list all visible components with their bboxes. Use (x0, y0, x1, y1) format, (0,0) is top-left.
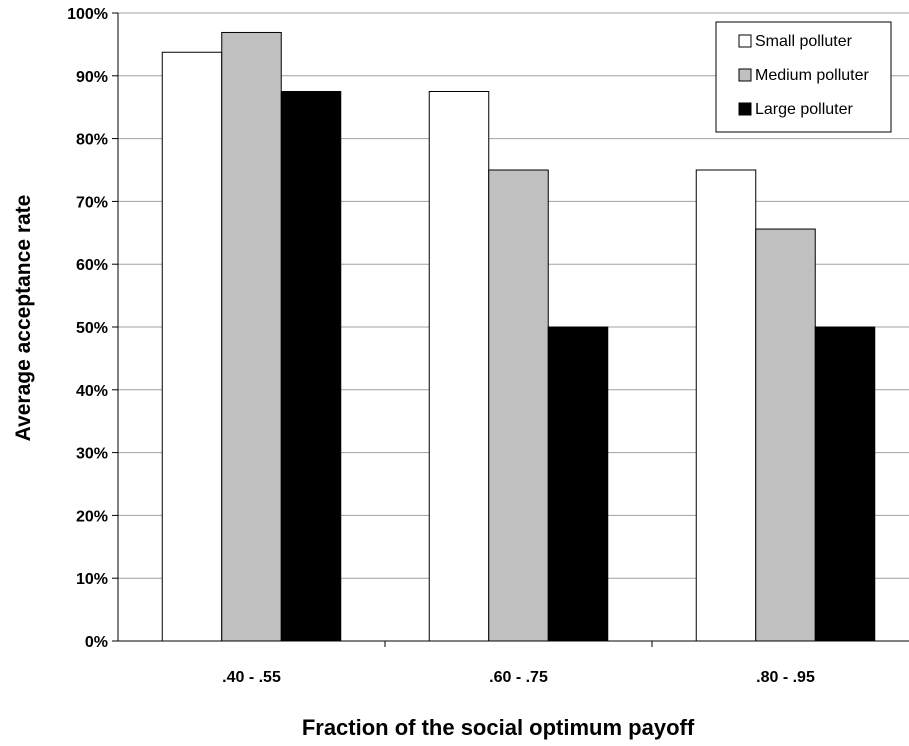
x-tick-label: .60 - .75 (489, 669, 548, 686)
legend-label: Medium polluter (755, 67, 870, 84)
bar-small-polluter (428, 91, 490, 642)
bar-large-polluter (814, 326, 876, 642)
y-tick-label: 60% (76, 257, 108, 274)
bar-medium-polluter (755, 228, 816, 642)
bar-medium-polluter (221, 31, 282, 642)
bar-small-polluter (695, 169, 757, 642)
y-tick-label: 50% (76, 320, 108, 337)
x-tick-label: .40 - .55 (222, 669, 281, 686)
y-tick-label: 20% (76, 508, 108, 525)
x-axis-ticks: .40 - .55 .60 - .75 .80 - .95 (222, 641, 815, 686)
legend-swatch (738, 34, 752, 48)
y-tick-label: 100% (67, 6, 108, 23)
legend-swatch (738, 102, 752, 116)
y-tick-label: 40% (76, 383, 108, 400)
bar-large-polluter (280, 91, 342, 642)
bar-large-polluter (547, 326, 609, 642)
bar-small-polluter (161, 51, 223, 642)
y-tick-label: 70% (76, 194, 108, 211)
x-axis-title: Fraction of the social optimum payoff (302, 715, 695, 740)
legend-label: Large polluter (755, 101, 854, 118)
bars (161, 31, 876, 642)
y-tick-label: 80% (76, 132, 108, 149)
y-tick-label: 10% (76, 571, 108, 588)
y-tick-label: 30% (76, 446, 108, 463)
x-tick-label: .80 - .95 (756, 669, 815, 686)
legend: Small polluter Medium polluter Large pollu… (715, 21, 892, 133)
legend-label: Small polluter (755, 33, 853, 50)
y-tick-label: 90% (76, 69, 108, 86)
y-tick-label: 0% (85, 634, 108, 651)
y-axis-title: Average acceptance rate (12, 195, 35, 442)
legend-swatch (738, 68, 752, 82)
bar-medium-polluter (488, 169, 549, 642)
y-axis-ticks: 0% 10% 20% 30% 40% 50% 60% 70% 80% 90% 100% (67, 6, 118, 651)
